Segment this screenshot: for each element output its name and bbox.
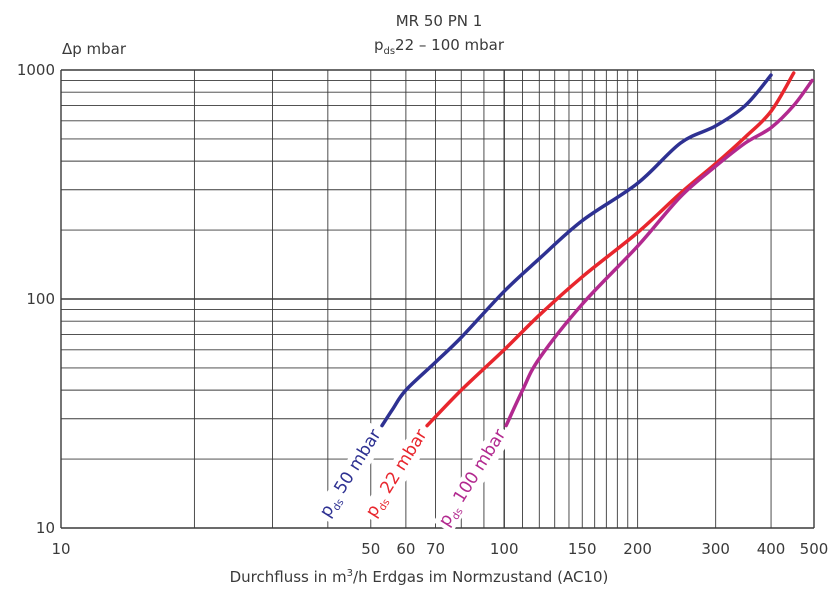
- x-tick-label: 50: [361, 540, 381, 558]
- x-tick-label: 100: [489, 540, 519, 558]
- series-line: [380, 73, 773, 428]
- xlabel-post: /h Erdgas im Normzustand (AC10): [353, 568, 609, 586]
- x-tick-label: 300: [701, 540, 730, 558]
- xlabel-pre: Durchfluss in m: [229, 568, 347, 586]
- series-line: [425, 71, 796, 428]
- x-tick-label: 500: [799, 540, 829, 558]
- x-tick-label: 200: [623, 540, 652, 558]
- x-axis-label: Durchfluss in m3/h Erdgas im Normzustand…: [230, 568, 609, 586]
- xlabel-sup: 3: [346, 568, 354, 579]
- chart-title-line1: MR 50 PN 1: [395, 12, 483, 30]
- y-tick-label: 1000: [16, 61, 55, 79]
- x-tick-label: 60: [396, 540, 416, 558]
- x-tick-label: 400: [756, 540, 786, 558]
- y-axis-label: Δp mbar: [62, 40, 127, 58]
- series-line: [504, 78, 814, 428]
- grid: [60, 69, 815, 529]
- title-p: p: [373, 36, 384, 54]
- title-rest: 22 – 100 mbar: [395, 36, 505, 54]
- x-tick-label: 10: [51, 540, 71, 558]
- y-tick-label: 100: [26, 290, 55, 308]
- curves: [380, 71, 814, 428]
- x-tick-label: 70: [426, 540, 446, 558]
- title-p-sub: ds: [383, 46, 396, 57]
- chart-title-line2: pds22 – 100 mbar: [374, 36, 504, 57]
- y-tick-label: 10: [35, 519, 55, 537]
- x-tick-label: 150: [567, 540, 597, 558]
